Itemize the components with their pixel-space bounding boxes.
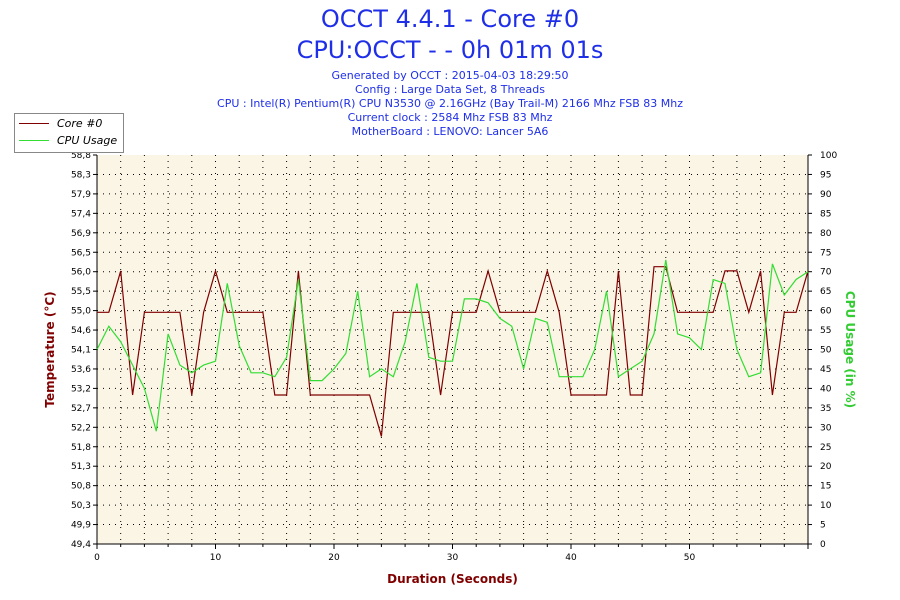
- y-right-tick-label: 45: [820, 365, 831, 375]
- y-left-tick-label: 52,2: [71, 423, 91, 433]
- y-left-tick-label: 57,9: [71, 190, 91, 200]
- info-config: Config : Large Data Set, 8 Threads: [355, 83, 545, 96]
- x-tick-label: 20: [328, 553, 340, 563]
- y-right-tick-label: 100: [820, 151, 837, 161]
- series-line-core0: [97, 266, 809, 437]
- info-motherboard: MotherBoard : LENOVO: Lancer 5A6: [351, 125, 549, 138]
- y-left-tick-label: 58,3: [71, 170, 91, 180]
- y-left-tick-label: 56,9: [71, 229, 91, 239]
- x-tick-label: 0: [94, 553, 100, 563]
- y-left-tick-label: 56,0: [71, 268, 91, 278]
- series-line-cpu-usage: [96, 259, 809, 432]
- y-right-tick-label: 35: [820, 404, 831, 414]
- y-right-tick-label: 95: [820, 170, 831, 180]
- y-left-tick-label: 55,5: [71, 287, 91, 297]
- y-right-tick-label: 55: [820, 326, 831, 336]
- y-left-tick-label: 56,5: [71, 248, 91, 258]
- y-right-tick-label: 30: [820, 423, 832, 433]
- y-right-tick-label: 50: [820, 346, 832, 356]
- chart-subtitle: CPU:OCCT - - 0h 01m 01s: [296, 36, 604, 64]
- y-left-tick-label: 49,4: [71, 540, 91, 550]
- y-left-tick-label: 57,4: [71, 209, 91, 219]
- info-current-clock: Current clock : 2584 Mhz FSB 83 Mhz: [347, 111, 553, 124]
- y-right-tick-label: 70: [820, 268, 832, 278]
- y-right-tick-label: 80: [820, 229, 832, 239]
- y-right-tick-label: 10: [820, 501, 832, 511]
- x-tick-label: 40: [565, 553, 577, 563]
- x-tick-label: 50: [684, 553, 696, 563]
- y-left-tick-label: 51,3: [71, 462, 91, 472]
- y-right-tick-label: 90: [820, 190, 832, 200]
- legend-label-core0: Core #0: [57, 117, 103, 130]
- y-left-tick-label: 54,6: [71, 326, 91, 336]
- y-axis-right-title: CPU Usage (in %): [843, 291, 857, 408]
- y-left-tick-label: 51,8: [71, 443, 91, 453]
- legend-swatch-cpu-usage: [19, 140, 49, 141]
- y-right-tick-label: 60: [820, 307, 832, 317]
- legend-swatch-core0: [19, 123, 49, 124]
- y-right-tick-label: 25: [820, 443, 831, 453]
- y-right-tick-label: 40: [820, 384, 832, 394]
- y-right-tick-label: 15: [820, 482, 831, 492]
- x-axis-title: Duration (Seconds): [387, 572, 518, 586]
- info-cpu: CPU : Intel(R) Pentium(R) CPU N3530 @ 2.…: [217, 97, 683, 110]
- y-right-tick-label: 75: [820, 248, 831, 258]
- y-left-tick-label: 50,3: [71, 501, 91, 511]
- y-right-tick-label: 0: [820, 540, 826, 550]
- info-generated: Generated by OCCT : 2015-04-03 18:29:50: [331, 69, 569, 82]
- y-left-tick-label: 50,8: [71, 482, 91, 492]
- y-left-tick-label: 49,9: [71, 521, 91, 531]
- y-left-tick-label: 53,2: [71, 384, 91, 394]
- y-left-tick-label: 58,8: [71, 151, 91, 161]
- x-tick-label: 10: [210, 553, 222, 563]
- y-left-tick-label: 52,7: [71, 404, 91, 414]
- y-right-tick-label: 20: [820, 462, 832, 472]
- y-left-tick-label: 54,1: [71, 346, 91, 356]
- y-left-tick-label: 55,0: [71, 307, 91, 317]
- legend: Core #0 CPU Usage: [14, 113, 124, 153]
- legend-label-cpu-usage: CPU Usage: [57, 134, 118, 147]
- y-left-tick-label: 53,6: [71, 365, 91, 375]
- y-right-tick-label: 65: [820, 287, 831, 297]
- y-right-tick-label: 85: [820, 209, 831, 219]
- y-right-tick-label: 5: [820, 521, 826, 531]
- x-tick-label: 30: [447, 553, 459, 563]
- chart-title: OCCT 4.4.1 - Core #0: [320, 5, 580, 33]
- y-axis-left-title: Temperature (°C): [43, 291, 57, 407]
